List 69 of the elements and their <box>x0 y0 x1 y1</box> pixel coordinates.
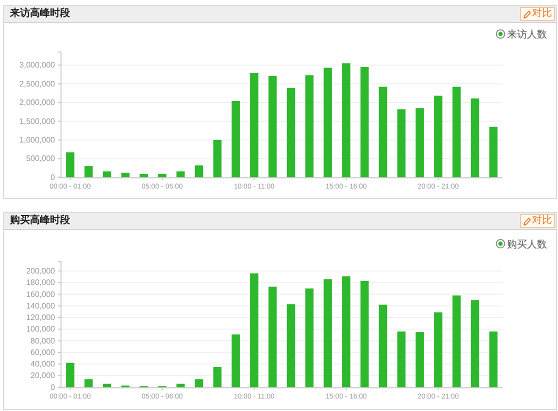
bar <box>102 384 112 388</box>
compare-button: 对比 <box>520 214 555 228</box>
bar <box>342 63 350 178</box>
bar <box>84 166 93 178</box>
bar <box>232 101 240 178</box>
bar <box>489 331 498 388</box>
y-tick-label: 2,000,000 <box>19 98 56 108</box>
bar <box>360 66 369 178</box>
y-tick-label: 180,000 <box>26 278 56 288</box>
bar <box>140 174 148 178</box>
y-tick-label: 40,000 <box>30 360 56 369</box>
bar <box>84 379 93 388</box>
bar <box>121 172 130 178</box>
bar <box>250 72 258 178</box>
bar <box>378 86 388 178</box>
bar <box>470 98 480 178</box>
bar <box>416 332 424 388</box>
legend-label: 购买人数 <box>507 239 547 250</box>
bar <box>305 288 314 388</box>
bar <box>286 88 296 178</box>
bar <box>213 140 222 178</box>
bar <box>434 312 442 388</box>
bar <box>452 86 461 178</box>
bar <box>489 126 498 178</box>
bar <box>452 295 461 388</box>
bar <box>176 171 185 178</box>
bar <box>232 334 240 388</box>
bar <box>470 300 480 388</box>
y-tick-label: 3,000,000 <box>19 60 56 70</box>
bar <box>342 276 350 388</box>
y-tick-label: 500,000 <box>26 154 56 164</box>
bar <box>324 68 332 178</box>
y-tick-label: 20,000 <box>30 371 56 380</box>
bar <box>268 286 277 388</box>
bar <box>66 362 74 388</box>
bar <box>416 108 424 178</box>
y-tick-label: 2,500,000 <box>19 79 56 88</box>
bar <box>66 152 74 178</box>
bar <box>397 109 406 178</box>
chart-title: 购买高峰时段 <box>10 215 70 227</box>
y-tick-label: 100,000 <box>26 324 56 334</box>
bar <box>324 279 332 388</box>
y-tick-label: 160,000 <box>26 290 56 299</box>
bar <box>434 96 442 178</box>
bar <box>250 273 258 388</box>
bar <box>268 76 277 178</box>
chart-title: 来访高峰时段 <box>10 8 70 20</box>
bar <box>176 384 185 388</box>
y-tick-label: 1,000,000 <box>19 135 56 144</box>
bar <box>194 379 204 388</box>
y-tick-label: 140,000 <box>26 301 56 310</box>
bar <box>286 304 296 388</box>
legend-label: 来访人数 <box>507 28 547 41</box>
bar <box>305 75 314 178</box>
bar <box>378 304 388 388</box>
y-tick-label: 1,500,000 <box>19 116 56 126</box>
y-tick-label: 60,000 <box>30 348 56 357</box>
bar <box>158 174 166 178</box>
bar <box>213 366 222 388</box>
bar <box>360 280 369 388</box>
compare-button: 对比 <box>520 7 555 21</box>
y-tick-label: 120,000 <box>26 313 56 322</box>
bar <box>194 165 204 178</box>
y-tick-label: 200,000 <box>26 266 56 276</box>
bar <box>102 171 112 178</box>
y-tick-label: 0 <box>50 172 56 182</box>
y-tick-label: 80,000 <box>30 336 56 346</box>
bar <box>397 331 406 388</box>
y-tick-label: 0 <box>50 382 56 392</box>
